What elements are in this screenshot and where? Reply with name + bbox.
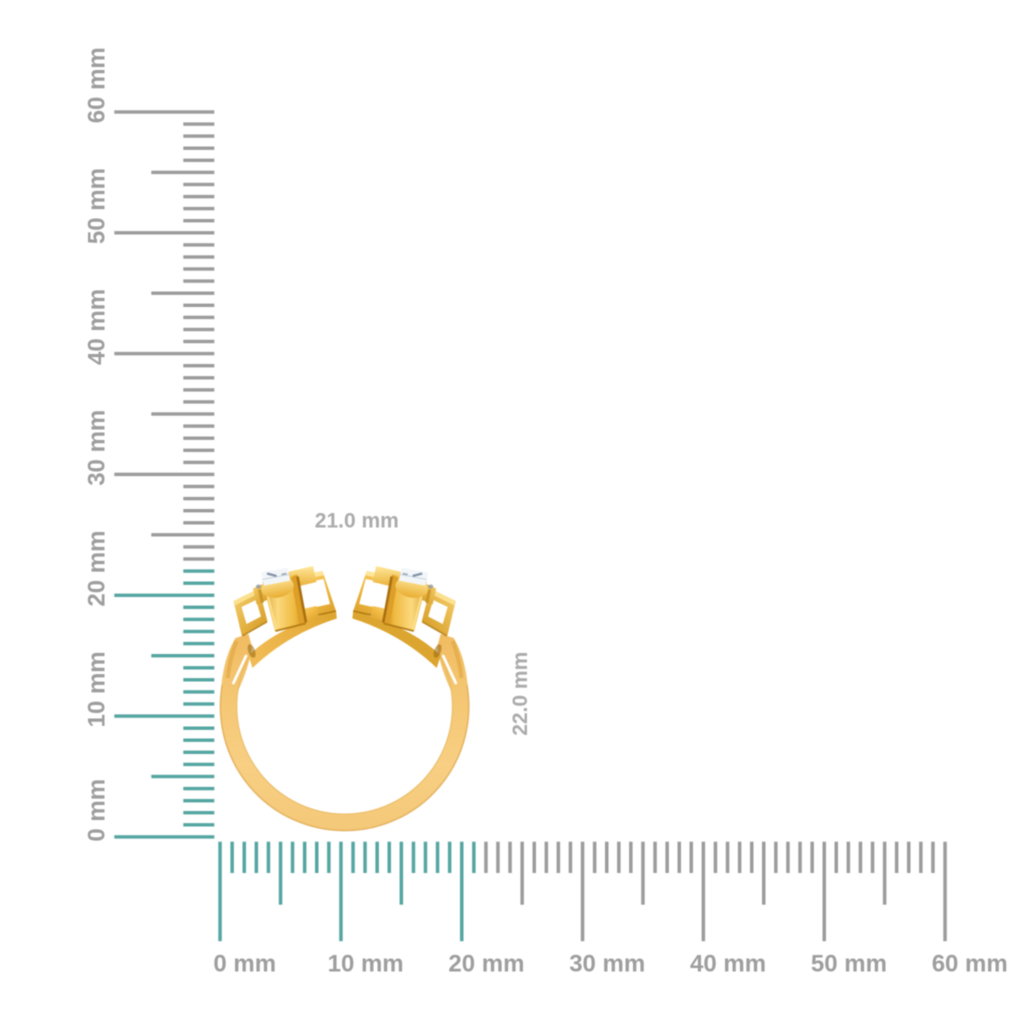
svg-text:22.0 mm: 22.0 mm xyxy=(509,652,532,736)
svg-text:20 mm: 20 mm xyxy=(83,531,110,607)
svg-text:10 mm: 10 mm xyxy=(83,651,110,727)
svg-text:40 mm: 40 mm xyxy=(83,289,110,365)
svg-text:0 mm: 0 mm xyxy=(83,779,110,842)
svg-text:60 mm: 60 mm xyxy=(932,950,1008,977)
svg-text:30 mm: 30 mm xyxy=(83,410,110,486)
svg-text:10 mm: 10 mm xyxy=(328,950,404,977)
svg-text:0 mm: 0 mm xyxy=(213,950,276,977)
svg-text:30 mm: 30 mm xyxy=(569,950,645,977)
svg-text:20 mm: 20 mm xyxy=(448,950,524,977)
svg-text:60 mm: 60 mm xyxy=(83,47,110,123)
svg-text:40 mm: 40 mm xyxy=(690,950,766,977)
svg-text:50 mm: 50 mm xyxy=(83,168,110,244)
svg-text:50 mm: 50 mm xyxy=(811,950,887,977)
svg-text:21.0 mm: 21.0 mm xyxy=(315,509,399,532)
